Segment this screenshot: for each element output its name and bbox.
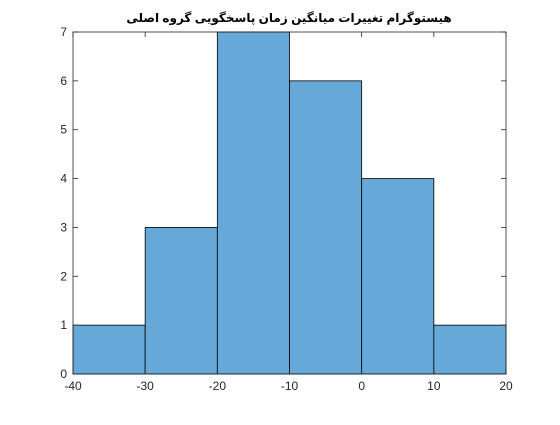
x-tick-label-2: -20 xyxy=(209,379,227,393)
x-tick-label-5: 10 xyxy=(427,379,441,393)
x-tick-label-3: -10 xyxy=(281,379,299,393)
y-tick-label-0: 0 xyxy=(60,367,67,381)
histogram-bar-5 xyxy=(433,324,507,375)
x-tick-label-1: -30 xyxy=(136,379,154,393)
histogram-bar-3 xyxy=(289,80,363,375)
chart-title: هیستوگرام تغییرات میانگین زمان پاسخگویی … xyxy=(126,11,451,26)
y-tick-label-5: 5 xyxy=(60,123,67,137)
y-tick-label-4: 4 xyxy=(60,172,67,186)
y-tick-label-3: 3 xyxy=(60,220,67,234)
x-tick-label-0: -40 xyxy=(64,379,82,393)
y-tick-label-7: 7 xyxy=(60,25,67,39)
y-tick-label-6: 6 xyxy=(60,74,67,88)
histogram-bar-4 xyxy=(361,178,435,375)
x-tick-label-6: 20 xyxy=(499,379,513,393)
histogram-bar-2 xyxy=(216,31,290,375)
histogram-bar-0 xyxy=(72,324,146,375)
histogram-bar-1 xyxy=(144,227,218,375)
y-tick-label-2: 2 xyxy=(60,269,67,283)
axes-layer: -40 -30 -20 -10 0 10 20 0 1 2 3 4 5 6 7 xyxy=(60,25,513,393)
x-tick-label-4: 0 xyxy=(358,379,365,393)
y-tick-label-1: 1 xyxy=(60,318,67,332)
bars-layer xyxy=(72,31,507,375)
